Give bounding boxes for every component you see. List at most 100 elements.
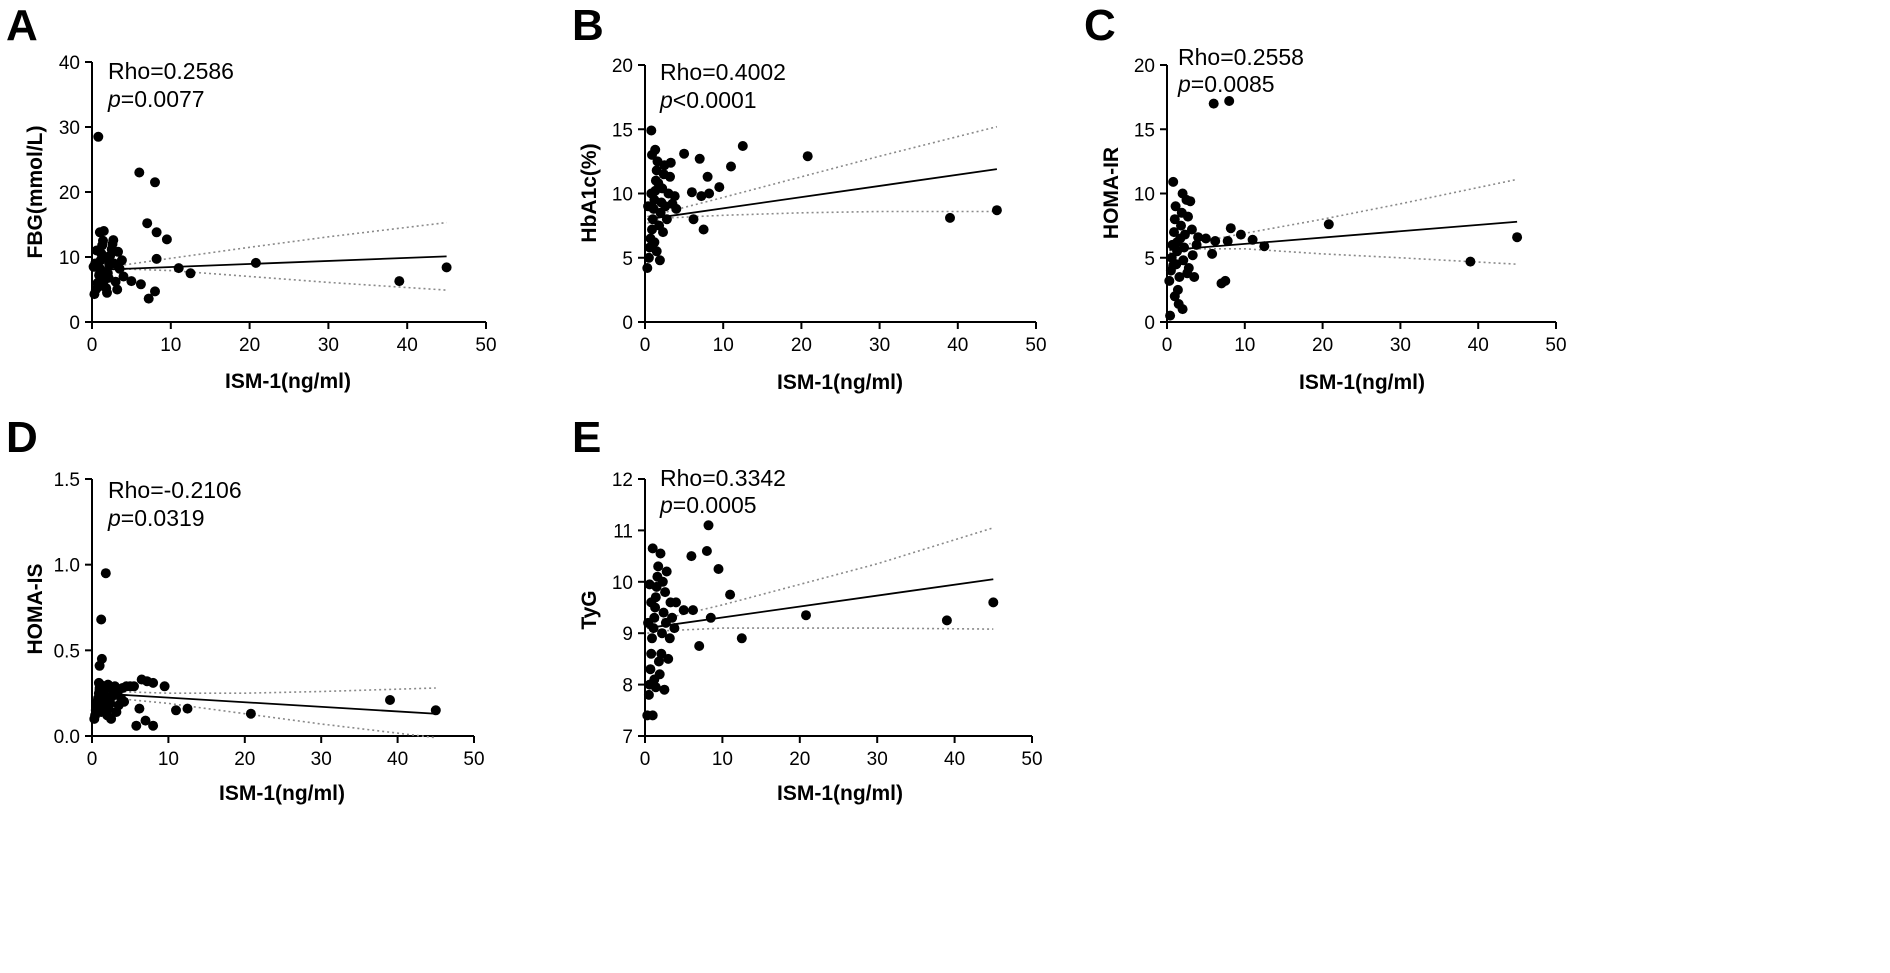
panel-b-point xyxy=(646,125,657,136)
panel-c-point xyxy=(1179,242,1190,253)
panel-c-point xyxy=(1465,256,1476,267)
panel-d-y-tick-label: 1.5 xyxy=(54,470,80,491)
panel-d-point xyxy=(106,713,117,724)
panel-a-point xyxy=(103,272,114,283)
panel-d-marks: 0 10 20 30 40 50 0.0 0.5 1.0 1.5 xyxy=(54,470,485,770)
panel-b-letter: B xyxy=(572,1,604,50)
panel-d-ci-upper xyxy=(94,687,436,694)
panel-a-x-tick-label: 0 xyxy=(87,335,98,356)
panel-b-ci-upper xyxy=(647,125,998,218)
panel-d-y-tick-label: 0.0 xyxy=(54,727,80,748)
panel-a-rho: Rho=0.2586 xyxy=(108,58,234,84)
panel-b-y-tick-label: 5 xyxy=(622,249,633,270)
panel-c-x-tick-label: 50 xyxy=(1545,335,1566,356)
panel-d-point xyxy=(148,720,159,731)
panel-c-p-value: =0.0085 xyxy=(1191,71,1275,97)
panel-c-point xyxy=(1183,263,1194,273)
panel-a-point xyxy=(118,271,129,282)
panel-a-point xyxy=(116,255,127,266)
panel-c-x-tick-label: 10 xyxy=(1234,335,1255,356)
panel-c-point xyxy=(1186,224,1197,235)
panel-e-point xyxy=(657,576,668,587)
panel-a-y-tick-label: 20 xyxy=(59,183,80,204)
panel-a-point xyxy=(134,167,145,178)
panel-b-point xyxy=(661,214,672,225)
panel-d-point xyxy=(96,707,107,717)
panel-b-y-tick-label: 10 xyxy=(612,185,633,206)
panel-e-point xyxy=(736,633,747,644)
panel-c-point xyxy=(1168,176,1179,187)
panel-c-x-tick-label: 20 xyxy=(1312,335,1333,356)
panel-a-point xyxy=(150,286,160,297)
panel-e-point xyxy=(694,641,705,651)
panel-e-point xyxy=(713,564,724,574)
panel-d-x-tick-label: 0 xyxy=(87,749,98,770)
panel-a-point xyxy=(112,284,123,295)
panel-e-point xyxy=(649,674,660,685)
panel-b-point xyxy=(643,201,654,212)
panel-d-p-value: =0.0319 xyxy=(121,505,205,531)
panel-c-y-tick-label: 10 xyxy=(1134,185,1155,206)
panel-a-fit-line xyxy=(94,255,447,271)
panel-a-point xyxy=(185,268,196,279)
panel-e-y-tick-label: 9 xyxy=(622,624,633,645)
panel-b-x-tick-label: 50 xyxy=(1025,335,1046,356)
panel-e-point xyxy=(645,664,656,675)
panel-a-point xyxy=(91,245,102,256)
panel-e-y-tick-label: 12 xyxy=(612,470,633,491)
panel-c-ci-lower xyxy=(1169,248,1518,265)
panel-e-point xyxy=(655,548,666,559)
panel-a-point xyxy=(108,235,119,246)
panel-e-point xyxy=(657,628,667,639)
panel-b-y-tick-label: 15 xyxy=(612,120,633,141)
panel-a-p-value: =0.0077 xyxy=(121,86,205,112)
panel-e-point xyxy=(725,589,736,600)
panel-b-y-tick-label: 0 xyxy=(622,313,633,334)
panel-e-point xyxy=(650,682,661,693)
panel-e-point xyxy=(678,605,689,616)
panel-a-point xyxy=(98,226,109,236)
panel-e-point xyxy=(646,648,657,659)
panel-b-point xyxy=(654,255,665,266)
panel-b-point xyxy=(698,224,709,235)
panel-e-point xyxy=(686,551,697,562)
panel-a-point xyxy=(150,177,160,188)
panel-d-point xyxy=(103,679,113,690)
panel-e-marks: 0 10 20 30 40 50 7 8 9 10 11 12 xyxy=(612,470,1043,770)
panel-c-point xyxy=(1178,255,1189,266)
panel-c-point xyxy=(1169,291,1180,302)
panel-d-x-tick-label: 50 xyxy=(463,749,484,770)
panel-c-point xyxy=(1224,96,1235,106)
panel-e-point xyxy=(703,520,714,531)
panel-b-p-label: p xyxy=(659,87,673,113)
panel-c-point xyxy=(1323,219,1334,230)
panel-d-point xyxy=(129,681,139,692)
panel-d-y-title: HOMA-IS xyxy=(24,564,47,655)
panel-e-y-tick-label: 7 xyxy=(622,727,633,748)
panel-b-point xyxy=(649,237,660,248)
panel-c-y-tick-label: 20 xyxy=(1134,56,1155,77)
panel-b-p: p<0.0001 xyxy=(659,87,757,113)
panel-a-y-tick-label: 0 xyxy=(69,313,80,334)
panel-e-point xyxy=(661,566,672,577)
panel-c-point xyxy=(1247,234,1258,245)
panel-c-point xyxy=(1174,272,1185,282)
panel-c-point xyxy=(1259,241,1270,252)
panel-b-x-tick-label: 40 xyxy=(947,335,968,356)
panel-b: B Rho=0.4002 p<0.0001 ISM-1(ng/ml) HbA1c… xyxy=(572,1,1047,394)
panel-a-marks: 0 10 20 30 40 50 0 10 20 30 40 xyxy=(59,53,497,356)
panel-d-y-tick-label: 0.5 xyxy=(54,641,80,662)
panel-a-point xyxy=(143,293,154,304)
panel-e-x-tick-label: 30 xyxy=(867,749,888,770)
panel-d-point xyxy=(96,614,107,625)
panel-b-x-tick-label: 30 xyxy=(869,335,890,356)
panel-e-point xyxy=(705,612,716,623)
panel-c-point xyxy=(1512,232,1523,243)
panel-b-point xyxy=(651,246,662,257)
panel-a: A Rho=0.2586 p=0.0077 ISM-1(ng/ml) FBG(m… xyxy=(6,1,497,393)
panel-b-fit-line xyxy=(647,168,998,221)
panel-b-point xyxy=(726,161,736,172)
panel-e-point xyxy=(669,623,680,634)
panel-c-point xyxy=(1207,248,1218,259)
